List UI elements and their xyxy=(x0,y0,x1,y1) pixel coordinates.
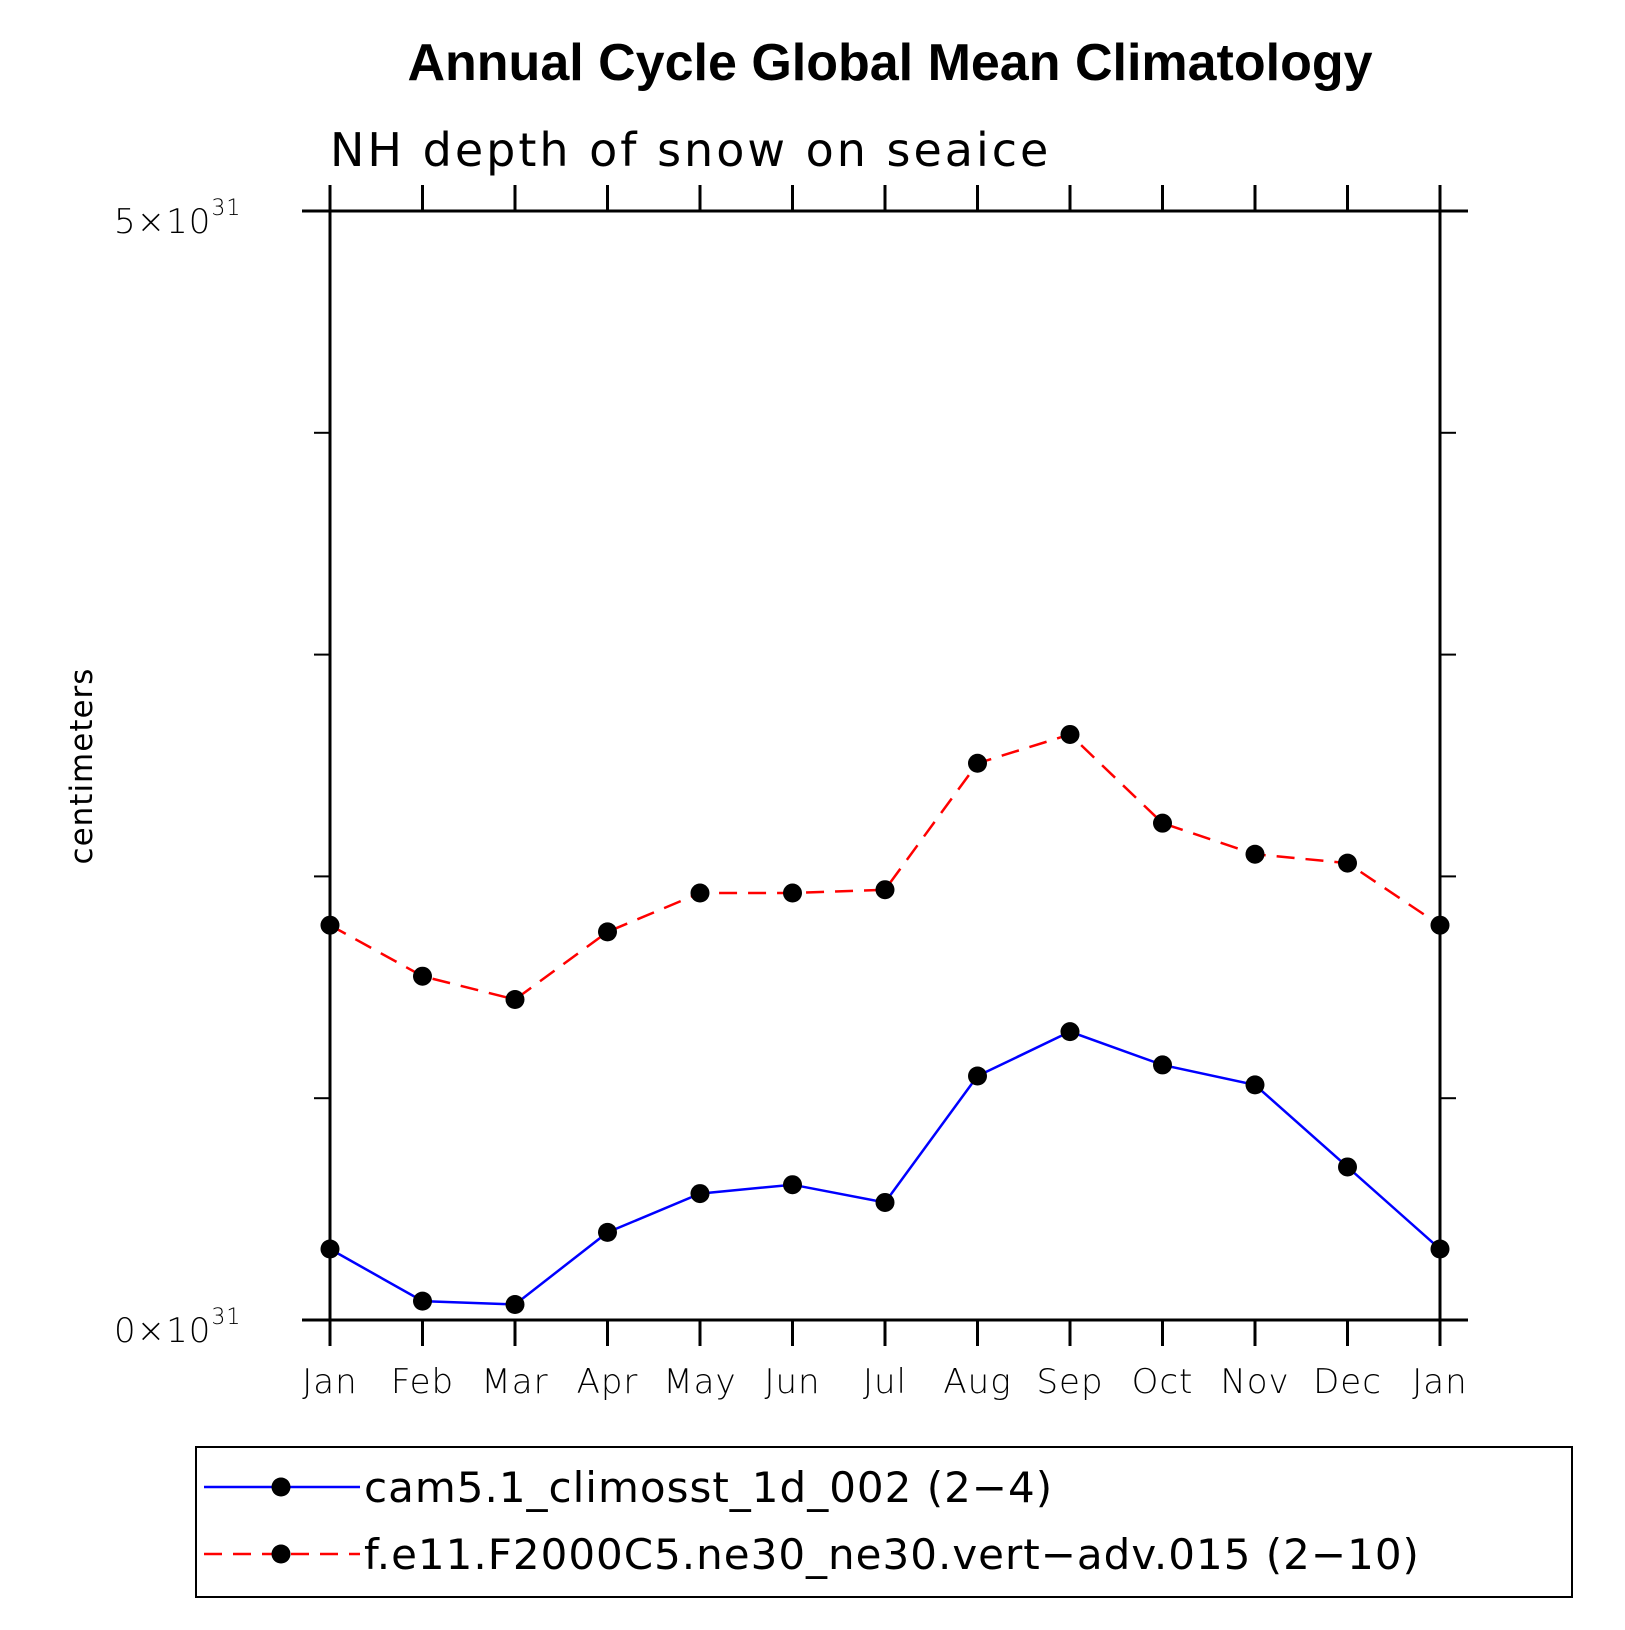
legend-marker-1 xyxy=(271,1477,291,1497)
x-tick-label: Jan xyxy=(1412,1362,1467,1402)
legend-box xyxy=(195,1446,1573,1598)
data-point xyxy=(690,883,710,903)
y-axis-label: centimeters xyxy=(64,668,100,865)
y-tick-label: 0×1031 xyxy=(114,1305,241,1351)
x-tick-label: Jan xyxy=(302,1362,357,1402)
x-tick-label: Dec xyxy=(1313,1362,1382,1402)
data-point xyxy=(505,1294,525,1314)
plot-frame xyxy=(328,209,1442,1322)
x-tick-label: Jul xyxy=(863,1362,907,1402)
data-point xyxy=(320,915,340,935)
data-point xyxy=(1430,1239,1450,1259)
data-point xyxy=(875,880,895,900)
data-point xyxy=(320,1239,340,1259)
data-point xyxy=(505,989,525,1009)
y-tick-label: 5×1031 xyxy=(114,196,241,242)
data-point xyxy=(1430,915,1450,935)
data-point xyxy=(1153,813,1172,833)
data-point xyxy=(1060,1022,1080,1042)
x-tick-label: Nov xyxy=(1220,1362,1289,1402)
data-point xyxy=(1338,853,1357,873)
data-point xyxy=(968,1066,987,1086)
data-point xyxy=(1245,844,1265,864)
data-point xyxy=(598,1222,617,1242)
legend-marker-2 xyxy=(271,1544,291,1564)
legend-label-1: cam5.1_climosst_1d_002 (2−4) xyxy=(364,1463,1053,1512)
data-point xyxy=(1245,1075,1265,1095)
x-tick-label: Apr xyxy=(577,1362,639,1402)
x-tick-label: Mar xyxy=(481,1362,548,1402)
legend: cam5.1_climosst_1d_002 (2−4) f.e11.F2000C… xyxy=(204,1463,1420,1579)
data-point xyxy=(690,1184,710,1204)
data-point xyxy=(598,922,617,942)
x-tick-label: Jun xyxy=(764,1362,820,1402)
data-point xyxy=(413,1291,432,1311)
data-point xyxy=(413,966,432,986)
data-point xyxy=(1060,724,1080,744)
chart-title: Annual Cycle Global Mean Climatology xyxy=(407,34,1372,92)
x-tick-label: Aug xyxy=(943,1362,1011,1402)
series-layer xyxy=(320,724,1450,1314)
x-tick-label: Sep xyxy=(1036,1362,1103,1402)
series-line-1 xyxy=(329,1030,1441,1306)
legend-label-2: f.e11.F2000C5.ne30_ne30.vert−adv.015 (2−… xyxy=(364,1530,1420,1579)
series-line-2 xyxy=(329,733,1441,1001)
data-point xyxy=(875,1192,895,1212)
data-point xyxy=(1153,1055,1172,1075)
x-tick-label: Oct xyxy=(1132,1362,1194,1402)
data-point xyxy=(1338,1157,1357,1177)
data-point xyxy=(783,1175,802,1195)
axes-layer: Jan Feb Mar Apr May Jun Jul Aug Sep Oct Nov Dec Jan 5… xyxy=(114,185,1468,1402)
data-point xyxy=(968,753,987,773)
data-point xyxy=(783,883,802,903)
x-tick-label: Feb xyxy=(391,1362,454,1402)
x-tick-label: May xyxy=(663,1362,736,1402)
chart-subtitle: NH depth of snow on seaice xyxy=(330,123,1051,177)
